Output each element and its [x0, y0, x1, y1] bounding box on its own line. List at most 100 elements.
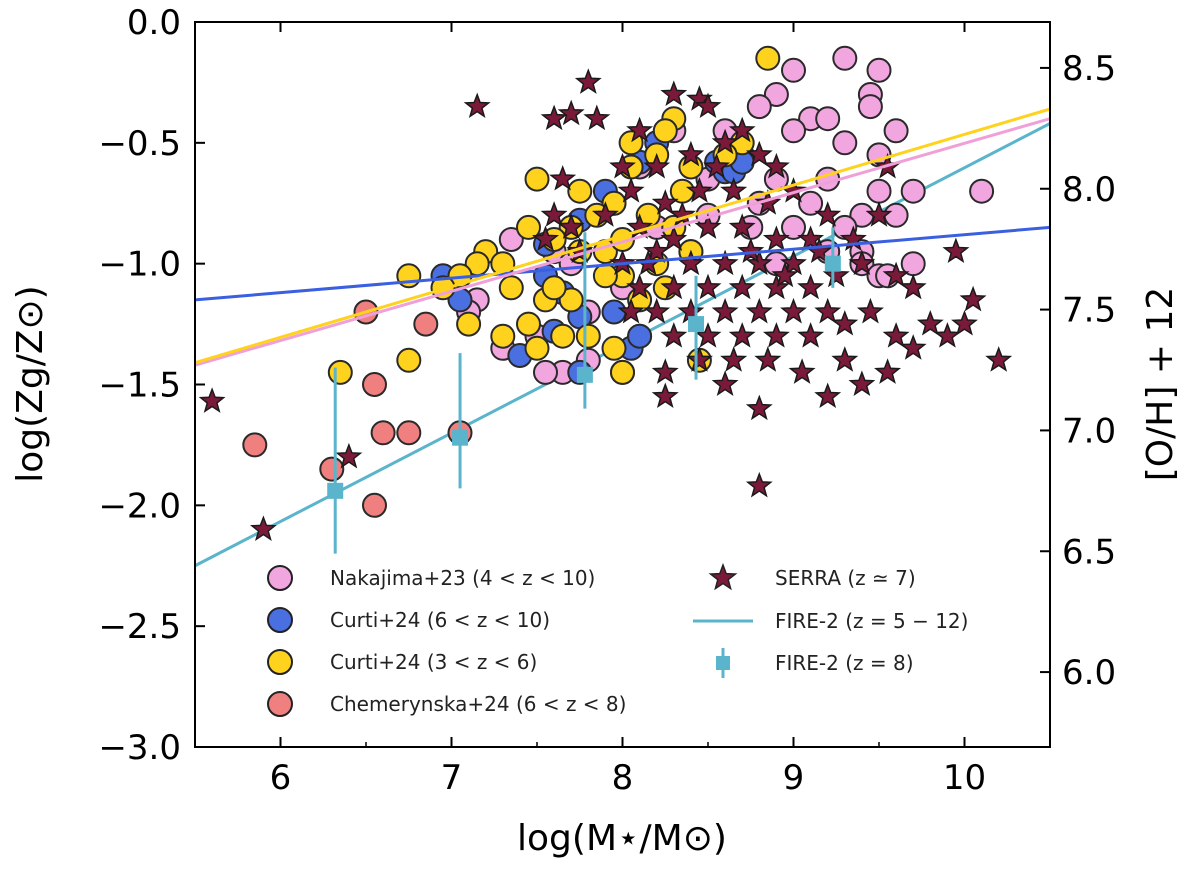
legend-marker-nakajima — [267, 565, 293, 591]
point-serra — [583, 104, 611, 131]
point-serra — [660, 225, 688, 251]
point-serra — [643, 152, 671, 179]
point-serra — [540, 104, 568, 131]
point-nakajima — [900, 178, 926, 204]
point-serra — [754, 189, 782, 215]
point-serra — [814, 201, 842, 227]
point-serra — [660, 273, 688, 300]
point-nakajima — [498, 227, 524, 252]
legend-label-fire-points: FIRE-2 (z = 8) — [775, 651, 914, 675]
point-serra — [762, 152, 790, 179]
point-serra — [745, 249, 773, 276]
point-chemerynska — [242, 432, 268, 458]
legend-label-chemerynska: Chemerynska+24 (6 < z < 8) — [330, 692, 626, 716]
series-fire-points — [327, 227, 841, 554]
point-serra — [797, 225, 825, 251]
point-chemerynska — [370, 420, 396, 446]
point-serra — [882, 261, 910, 288]
point-curti_lo — [567, 178, 593, 204]
point-serra — [566, 237, 594, 264]
point-serra — [720, 346, 748, 372]
point-nakajima — [533, 359, 558, 385]
point-curti_lo — [575, 323, 601, 349]
point-serra — [797, 273, 825, 300]
point-serra — [198, 387, 226, 413]
y-tick-label: −2.5 — [98, 607, 181, 647]
y2-tick-label: 7.5 — [1062, 291, 1116, 331]
point-serra — [711, 370, 739, 396]
point-serra — [651, 189, 679, 215]
point-serra — [660, 322, 688, 348]
fit-line-fit_curti_lo — [195, 107, 1050, 365]
plot-clip-group — [195, 45, 1050, 568]
point-serra — [685, 346, 713, 372]
point-serra — [762, 273, 790, 300]
point-serra — [720, 177, 748, 203]
point-serra — [788, 358, 816, 384]
point-curti_lo — [498, 275, 524, 301]
point-serra — [831, 309, 859, 336]
x-tick-label: 8 — [612, 758, 634, 798]
point-serra — [549, 164, 577, 191]
legend-marker-chemerynska — [267, 691, 293, 717]
point-chemerynska — [396, 420, 422, 446]
point-curti_lo — [601, 335, 627, 361]
point-serra — [728, 213, 756, 239]
point-serra — [651, 382, 679, 409]
x-tick-label: 9 — [783, 758, 805, 798]
point-serra — [540, 201, 568, 227]
point-serra — [643, 237, 671, 264]
legend-marker-fire-point — [716, 656, 730, 670]
point-serra — [249, 515, 277, 541]
point-chemerynska — [362, 372, 387, 397]
point-serra — [609, 152, 636, 179]
point-curti_lo — [456, 311, 482, 337]
point-nakajima — [763, 82, 789, 107]
point-curti_lo — [550, 323, 576, 349]
point-nakajima — [781, 57, 806, 83]
point-serra — [643, 297, 671, 324]
point-serra — [574, 68, 602, 94]
plot-area — [195, 45, 1050, 568]
point-serra — [660, 80, 688, 106]
y-tick-label: −3.0 — [98, 728, 181, 768]
y-tick-label: 0.0 — [127, 3, 181, 43]
point-serra — [762, 322, 790, 348]
point-serra — [617, 177, 645, 203]
point-serra — [771, 261, 799, 288]
y-tick-label: −0.5 — [98, 124, 181, 164]
point-serra — [532, 225, 560, 251]
point-curti_lo — [592, 263, 618, 289]
point-serra — [916, 309, 944, 336]
point-serra — [899, 334, 927, 360]
point-nakajima — [866, 178, 892, 204]
y2-tick-label: 6.0 — [1062, 653, 1116, 693]
point-serra — [626, 273, 654, 300]
legend-label-nakajima: Nakajima+23 (4 < z < 10) — [330, 566, 595, 590]
point-serra — [899, 273, 927, 300]
point-serra — [685, 177, 713, 203]
point-serra — [942, 237, 970, 264]
point-serra — [848, 370, 876, 396]
point-serra — [814, 297, 842, 324]
point-serra — [557, 99, 585, 126]
point-serra — [814, 382, 842, 409]
point-nakajima — [832, 130, 858, 156]
legend-marker-curti-lo — [267, 649, 293, 675]
point-curti_lo — [516, 214, 541, 240]
point-serra — [865, 201, 893, 227]
fire-point — [327, 482, 344, 499]
y2-tick-label: 6.5 — [1062, 532, 1116, 572]
y-axis-label: log(Zg/Z⊙) — [10, 285, 51, 482]
fire-point — [452, 429, 469, 446]
point-nakajima — [781, 118, 806, 144]
point-serra — [780, 297, 807, 324]
x-axis-label: log(M⋆/M⊙) — [517, 818, 727, 859]
point-serra — [711, 297, 739, 324]
point-curti_lo — [652, 118, 678, 144]
series-serra — [198, 68, 1013, 541]
y-tick-label: −1.5 — [98, 366, 181, 406]
point-curti_lo — [558, 287, 584, 313]
